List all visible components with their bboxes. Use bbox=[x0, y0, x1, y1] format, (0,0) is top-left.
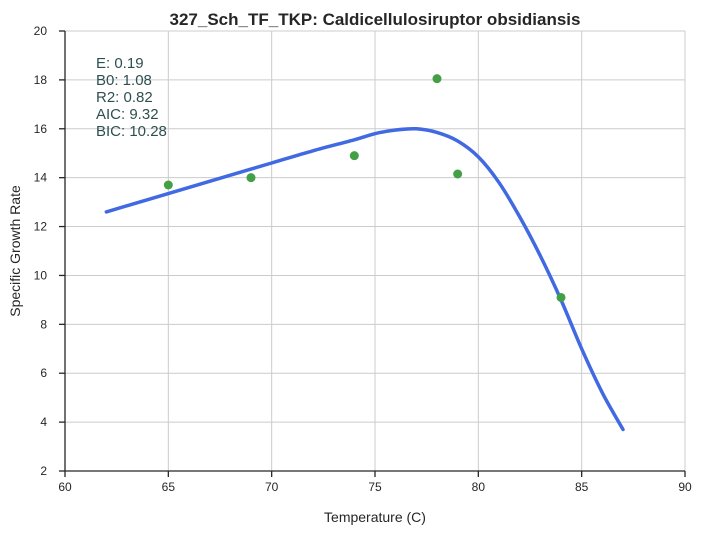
data-point bbox=[349, 151, 359, 161]
y-tick-label: 20 bbox=[34, 24, 48, 38]
x-tick-label: 60 bbox=[58, 480, 72, 494]
data-point bbox=[453, 169, 463, 179]
y-tick-label: 6 bbox=[40, 366, 47, 380]
fit-stat-line: BIC: 10.28 bbox=[96, 123, 167, 140]
x-tick-label: 90 bbox=[678, 480, 692, 494]
y-tick-label: 4 bbox=[40, 415, 47, 429]
x-tick-label: 85 bbox=[575, 480, 589, 494]
grid bbox=[65, 30, 686, 471]
data-point bbox=[556, 292, 566, 302]
x-tick-label: 75 bbox=[368, 480, 382, 494]
y-tick-label: 8 bbox=[40, 317, 47, 331]
y-tick-label: 18 bbox=[34, 73, 48, 87]
fit-stat-line: R2: 0.82 bbox=[96, 89, 153, 106]
data-point bbox=[432, 74, 442, 84]
y-tick-label: 10 bbox=[34, 268, 48, 282]
y-tick-label: 12 bbox=[34, 220, 48, 234]
data-points-layer bbox=[163, 74, 566, 302]
data-point bbox=[163, 180, 173, 190]
x-tick-label: 70 bbox=[265, 480, 279, 494]
x-tick-label: 80 bbox=[472, 480, 486, 494]
fit-stat-line: E: 0.19 bbox=[96, 55, 144, 72]
chart-title: 327_Sch_TF_TKP: Caldicellulosiruptor obs… bbox=[170, 10, 581, 29]
fit-stat-line: B0: 1.08 bbox=[96, 72, 152, 89]
fit-curve bbox=[104, 126, 625, 432]
x-axis-label: Temperature (C) bbox=[324, 509, 426, 525]
axes: 60 65 70 75 80 85 90 2 4 6 8 10 12 14 16 18 20 bbox=[34, 24, 692, 494]
data-point bbox=[246, 173, 256, 183]
y-axis-label: Specific Growth Rate bbox=[7, 185, 23, 317]
y-tick-label: 14 bbox=[34, 171, 48, 185]
fit-curve-layer bbox=[104, 126, 625, 432]
x-tick-label: 65 bbox=[162, 480, 176, 494]
y-tick-label: 16 bbox=[34, 122, 48, 136]
fit-stat-line: AIC: 9.32 bbox=[96, 106, 159, 123]
y-tick-label: 2 bbox=[40, 464, 47, 478]
